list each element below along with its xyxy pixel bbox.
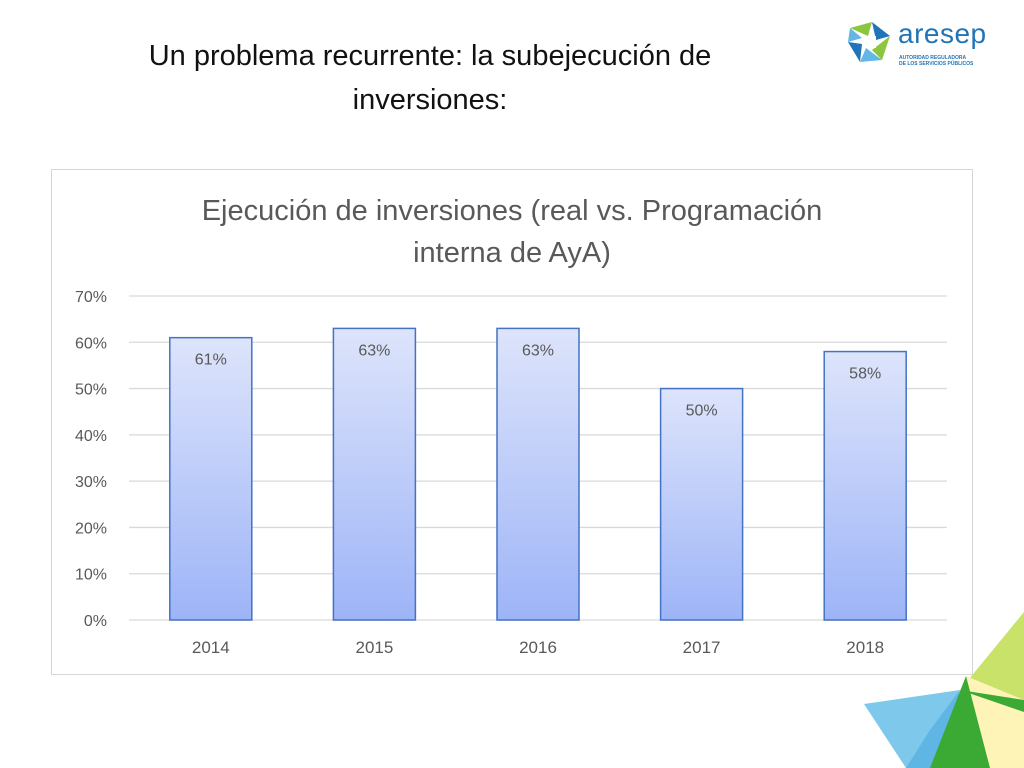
logo-subtitle-line2: DE LOS SERVICIOS PÚBLICOS: [899, 61, 974, 67]
data-label-2018: 58%: [849, 366, 881, 383]
x-tick-label-2017: 2017: [683, 638, 721, 657]
y-tick-label: 10%: [75, 567, 107, 584]
data-label-2017: 50%: [686, 403, 718, 420]
logo-subtitle: AUTORIDAD REGULADORA DE LOS SERVICIOS PÚ…: [899, 55, 991, 67]
slide-title: Un problema recurrente: la subejecución …: [80, 34, 780, 122]
y-tick-label: 70%: [75, 289, 107, 306]
data-label-2014: 61%: [195, 352, 227, 369]
aresep-star-icon: [848, 22, 890, 62]
logo-subtitle-line1: AUTORIDAD REGULADORA: [899, 55, 967, 61]
bar-2016: [496, 327, 580, 621]
bar-2018: [823, 350, 907, 621]
x-tick-label-2014: 2014: [192, 638, 230, 657]
bar-2014: [169, 336, 253, 621]
chart-title-line2: interna de AyA): [413, 237, 611, 269]
logo-name: aresep: [898, 18, 987, 49]
chart-container: Ejecución de inversiones (real vs. Progr…: [51, 169, 973, 675]
y-tick-label: 60%: [75, 335, 107, 352]
y-tick-label: 50%: [75, 382, 107, 399]
slide-title-line2: inversiones:: [352, 84, 508, 116]
bar-chart: 0% 10% 20% 30% 40% 50% 60% 70% 61% 2014 63% 2015 63%…: [75, 289, 947, 657]
y-tick-label: 20%: [75, 520, 107, 537]
bar-2015: [332, 327, 417, 621]
data-label-2016: 63%: [522, 342, 554, 359]
chart-title-line1: Ejecución de inversiones (real vs. Progr…: [201, 195, 823, 227]
y-tick-label: 30%: [75, 474, 107, 491]
slide-title-line1: Un problema recurrente: la subejecución …: [148, 40, 712, 72]
aresep-logo: aresep AUTORIDAD REGULADORA DE LOS SERVI…: [842, 14, 992, 72]
y-tick-label: 40%: [75, 428, 107, 445]
chart-title: Ejecución de inversiones (real vs. Progr…: [52, 190, 972, 274]
x-tick-label-2016: 2016: [519, 638, 557, 657]
data-label-2015: 63%: [358, 342, 390, 359]
x-tick-label-2015: 2015: [355, 638, 393, 657]
x-tick-label-2018: 2018: [846, 638, 884, 657]
y-tick-label: 0%: [84, 613, 107, 630]
bar-2017: [659, 387, 744, 621]
